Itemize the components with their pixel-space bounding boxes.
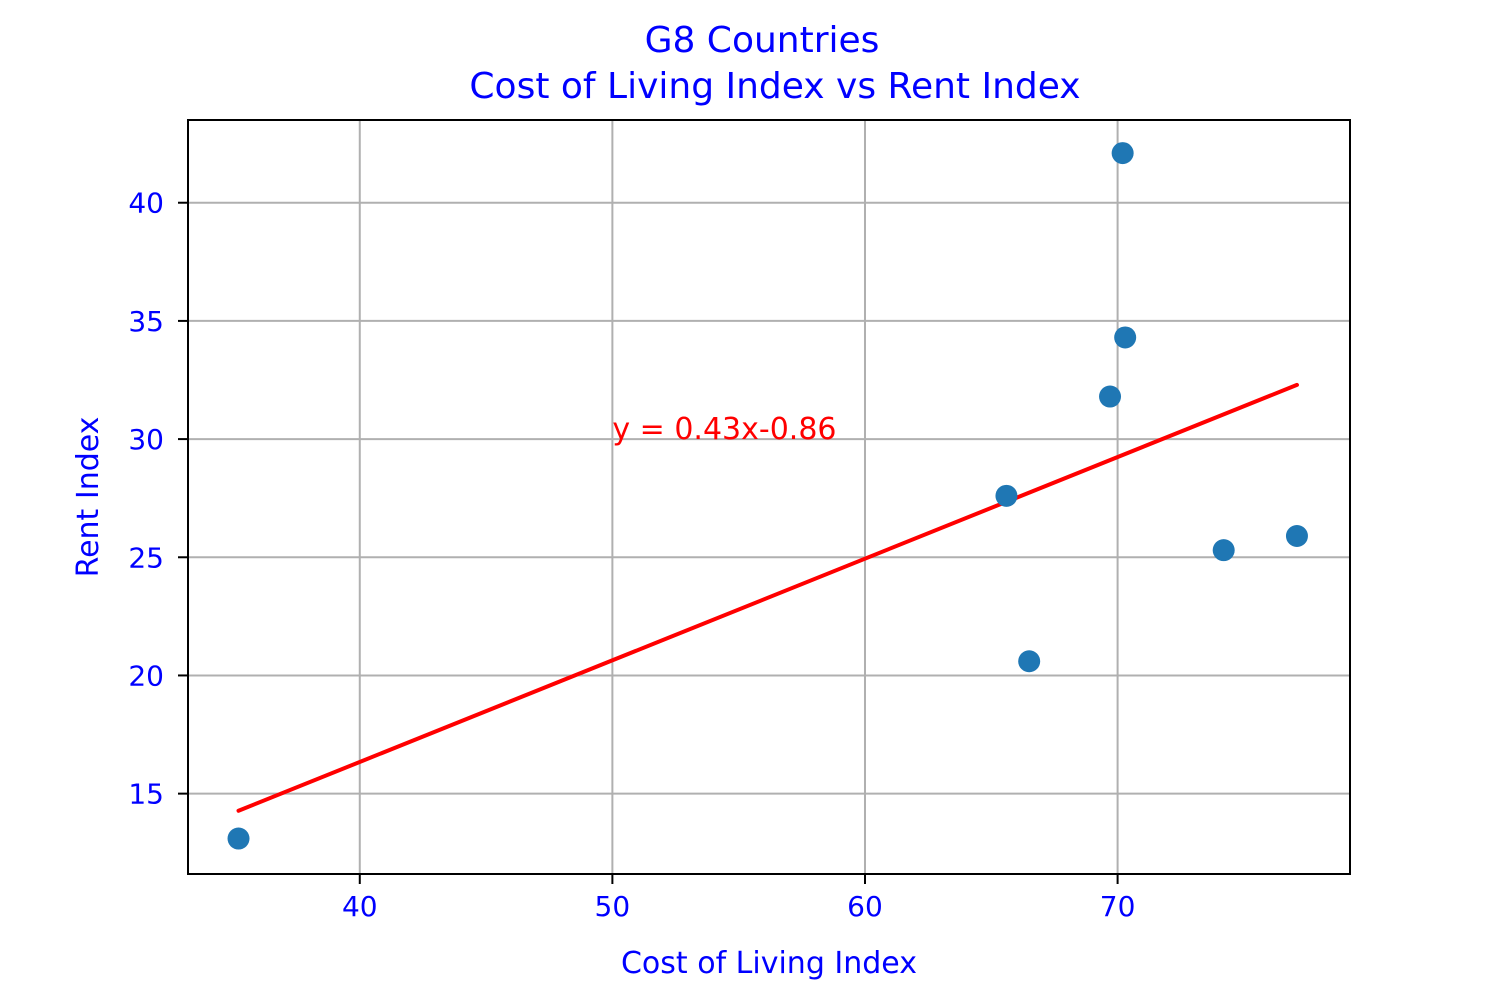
- data-point: [1114, 326, 1137, 349]
- regression-equation-label: y = 0.43x-0.86: [612, 412, 836, 447]
- data-point: [1212, 539, 1235, 562]
- y-tick-label: 25: [128, 541, 164, 574]
- y-axis-label: Rent Index: [71, 417, 106, 578]
- plot-frame: [187, 119, 1351, 875]
- regression-line: [236, 382, 1299, 813]
- data-point: [1111, 142, 1134, 165]
- chart-title: G8 Countries: [645, 20, 880, 61]
- grid: [188, 120, 1350, 874]
- x-tick-label: 70: [1100, 890, 1136, 923]
- y-tick-label: 15: [128, 778, 164, 811]
- data-point: [1099, 385, 1122, 408]
- x-tick-label: 40: [342, 890, 378, 923]
- x-tick-label: 50: [595, 890, 631, 923]
- y-tick-label: 30: [128, 423, 164, 456]
- data-point: [1018, 650, 1041, 673]
- y-tick-label: 35: [128, 305, 164, 338]
- x-axis-label: Cost of Living Index: [621, 946, 917, 981]
- data-points: [227, 142, 1308, 850]
- regression-line-layer: [236, 382, 1299, 813]
- y-tick-label: 20: [128, 659, 164, 692]
- x-tick-label: 60: [847, 890, 883, 923]
- data-point: [995, 484, 1018, 507]
- chart-subtitle: Cost of Living Index vs Rent Index: [469, 66, 1080, 107]
- data-point: [1285, 525, 1308, 547]
- axis-ticks: 40 50 60 70 15 20 25 30 35 40: [128, 187, 1135, 923]
- y-tick-label: 40: [128, 187, 164, 220]
- data-point: [227, 827, 250, 850]
